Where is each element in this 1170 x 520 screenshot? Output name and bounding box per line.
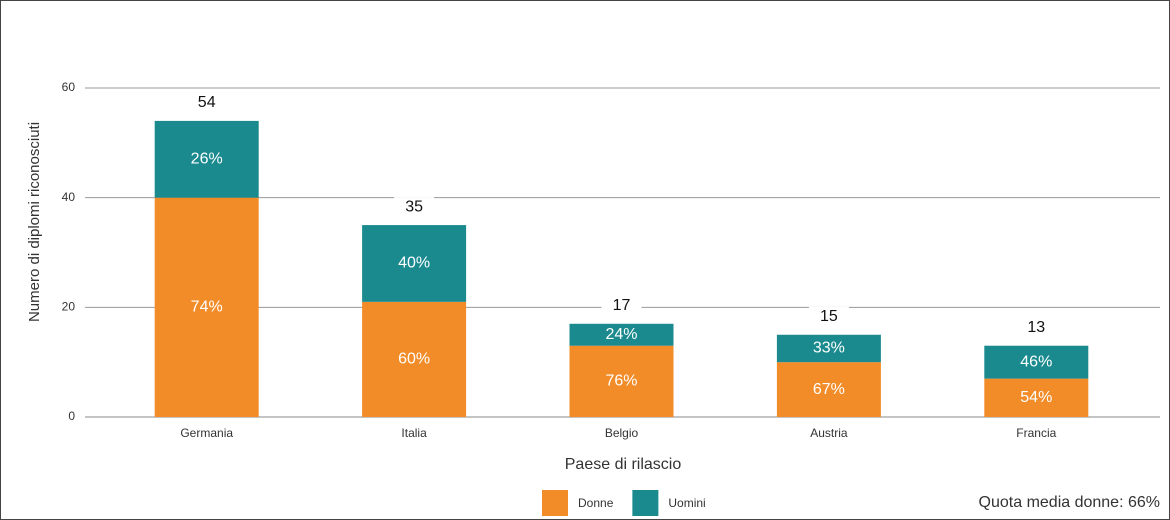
y-axis-title: Numero di diplomi riconosciuti (26, 122, 43, 322)
y-tick-label: 0 (68, 409, 75, 423)
x-axis-title: Paese di rilascio (565, 456, 682, 473)
value-label: 33% (813, 340, 845, 357)
value-label: 76% (605, 373, 637, 390)
value-label: 46% (1020, 353, 1052, 370)
legend-label: Uomini (668, 496, 705, 510)
x-tick-label: Belgio (605, 426, 639, 440)
value-label: 40% (398, 255, 430, 272)
x-tick-label: Francia (1016, 426, 1056, 440)
value-label: 24% (605, 326, 637, 343)
total-label: 17 (613, 297, 631, 314)
bar-segment (984, 345, 1089, 379)
legend-swatch (542, 490, 568, 516)
legend-label: Donne (578, 496, 614, 510)
bar-segment (776, 362, 881, 417)
bar-segment (569, 323, 674, 346)
total-label-bg (1016, 317, 1057, 338)
annotation: Quota media donne: 66% (979, 494, 1160, 511)
legend-swatch (632, 490, 659, 516)
total-label-bg (601, 295, 642, 316)
bar-segment (154, 120, 259, 198)
bar-segment (984, 378, 1089, 417)
bar-segment (776, 334, 881, 363)
y-tick-label: 40 (62, 190, 76, 204)
total-label: 54 (198, 94, 216, 111)
value-label: 67% (813, 381, 845, 398)
bar-segment (362, 301, 467, 417)
value-label: 60% (398, 351, 430, 368)
total-label-bg (394, 197, 435, 218)
value-label: 74% (191, 299, 223, 316)
total-label-bg (808, 306, 849, 327)
bar-segment (569, 345, 674, 417)
total-label: 15 (820, 308, 838, 325)
y-tick-label: 20 (62, 300, 76, 314)
total-label: 35 (405, 198, 423, 215)
total-label-bg (186, 92, 227, 113)
x-tick-label: Germania (180, 426, 233, 440)
total-label: 13 (1027, 319, 1045, 336)
bar-segment (362, 225, 467, 302)
y-tick-label: 60 (62, 80, 76, 94)
x-tick-label: Italia (401, 426, 427, 440)
bar-segment (154, 197, 259, 417)
value-label: 54% (1020, 389, 1052, 406)
x-tick-label: Austria (810, 426, 848, 440)
value-label: 26% (191, 151, 223, 168)
